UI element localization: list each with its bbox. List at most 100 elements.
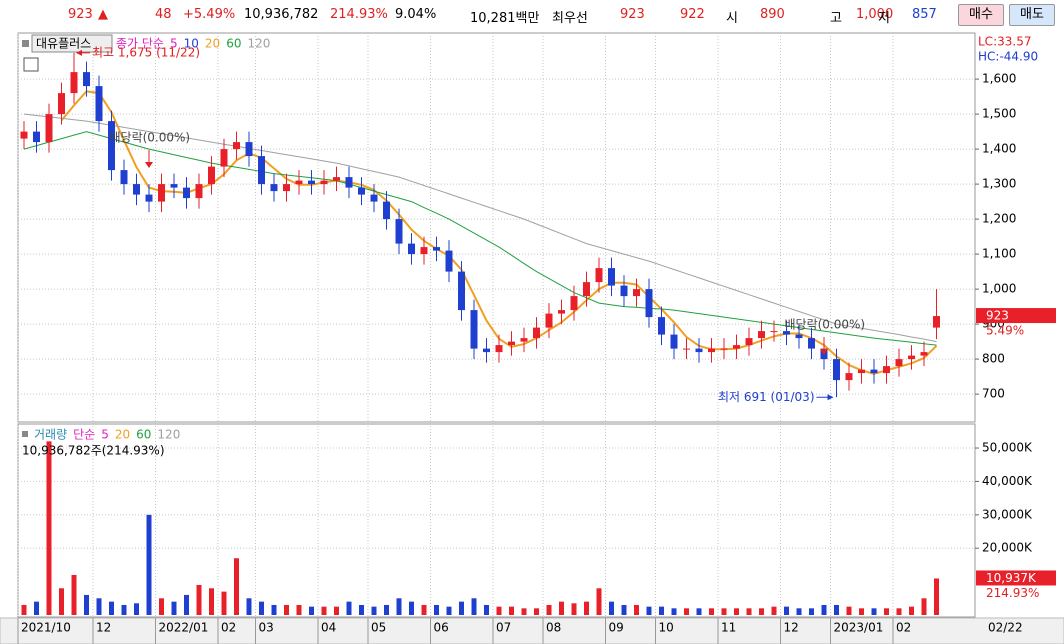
legend-item: 10	[184, 37, 199, 51]
x-tick-label: 06	[434, 621, 449, 635]
y-tick-label: 1,500	[982, 107, 1016, 121]
volume-bar	[146, 514, 152, 615]
volume-bar	[796, 608, 802, 615]
low: 857	[912, 7, 937, 22]
volume-bar	[321, 606, 327, 615]
calendar-icon	[23, 57, 39, 72]
last-date: 02/22	[988, 621, 1023, 635]
candle-body	[445, 250, 453, 272]
candle-body	[908, 355, 915, 360]
y-tick-label: 30,000K	[982, 507, 1033, 521]
candle-body	[170, 184, 178, 188]
legend-item: 120	[157, 428, 180, 442]
volume-bar	[84, 594, 89, 615]
dividend-annotation: 배당락(0.00%)	[785, 318, 866, 332]
hc-label: HC:-44.90	[978, 50, 1038, 64]
volume-ratio: 214.93%	[330, 7, 388, 22]
candle-body	[33, 131, 40, 143]
volume-title: 거래량	[34, 428, 67, 442]
candle-body	[245, 142, 253, 157]
candle-body	[295, 180, 303, 185]
volume-bar	[259, 601, 264, 615]
x-tick-label: 02	[896, 621, 911, 635]
x-tick-label: 2022/01	[159, 621, 209, 635]
legend-item: 120	[247, 37, 270, 51]
ma-line	[23, 131, 937, 346]
candle-body	[320, 180, 328, 185]
price-tag	[976, 308, 1056, 324]
volume-bar	[759, 608, 764, 615]
buy-button[interactable]: 매수	[958, 4, 1004, 26]
volume-bar	[684, 608, 689, 615]
volume-bar	[534, 608, 539, 615]
candle-body	[20, 131, 28, 139]
volume-bar	[346, 601, 352, 615]
quote-bar: 923 ▲ 48 +5.49% 10,936,782 214.93% 9.04%…	[0, 0, 1064, 31]
y-tick-label: 800	[982, 352, 1005, 366]
candle-body	[720, 348, 728, 350]
candle-body	[620, 285, 628, 297]
volume-bar	[209, 588, 214, 615]
candle-body	[120, 170, 128, 185]
ma-line	[23, 113, 937, 343]
volume-bar	[659, 606, 664, 615]
candle-body	[483, 348, 490, 353]
lc-label: LC:33.57	[978, 35, 1031, 49]
volume-bar	[359, 604, 364, 615]
volume-bar	[509, 606, 514, 615]
candle-body	[783, 331, 790, 335]
volume-bar	[746, 608, 752, 615]
y-tick-label: 1,400	[982, 142, 1016, 156]
volume-bar	[809, 608, 814, 615]
candle-body	[183, 187, 190, 199]
x-tick-label: 03	[259, 621, 274, 635]
dividend-arrowhead	[145, 162, 153, 168]
y-tick-label: 1,100	[982, 247, 1016, 261]
volume-panel	[17, 423, 976, 618]
x-tick-label: 08	[546, 621, 561, 635]
candle-body	[745, 338, 753, 346]
x-tick-label: 10	[659, 621, 674, 635]
sell-button[interactable]: 매도	[1009, 4, 1055, 26]
volume-bar	[96, 598, 102, 615]
volume-bar	[471, 598, 477, 615]
volume-bar	[196, 584, 202, 615]
legend-item: 5	[101, 428, 109, 442]
high-arrowhead	[76, 49, 82, 56]
dividend-annotation: 배당락(0.00%)	[110, 131, 191, 145]
y-tick-label: 1,600	[982, 72, 1016, 86]
candle-body	[883, 366, 890, 374]
ma-label: 종가 단순	[116, 37, 164, 51]
candle-body	[420, 247, 428, 255]
y-tick-label: 700	[982, 387, 1005, 401]
volume-bar	[134, 603, 139, 615]
low-label: 저	[878, 11, 890, 26]
volume-summary: 10,936,782주(214.93%)	[22, 444, 165, 458]
ma-label: 단순	[73, 428, 95, 442]
candle-body	[458, 271, 465, 311]
volume-bar	[271, 604, 277, 615]
high: 1,000	[856, 7, 894, 22]
volume-bar	[334, 606, 339, 615]
candle-body	[833, 359, 840, 381]
volume-bar	[34, 601, 39, 615]
candle-body	[283, 184, 290, 192]
ask: 923	[620, 7, 645, 22]
x-tick-label: 11	[721, 621, 736, 635]
volume-bar	[121, 604, 127, 615]
price-panel	[17, 32, 976, 423]
legend-item: 60	[136, 428, 151, 442]
y-tick-label: 1,200	[982, 212, 1016, 226]
volume-bar	[634, 604, 639, 615]
candle-body	[870, 369, 878, 374]
candle-body	[95, 86, 103, 122]
chart: 7008009001,0001,1001,2001,3001,4001,5001…	[0, 30, 1064, 644]
candle-body	[358, 187, 365, 195]
bid: 922	[680, 7, 705, 22]
open-label: 시	[726, 11, 738, 26]
name-box	[31, 34, 113, 53]
volume-bar	[646, 606, 652, 615]
candle-body	[233, 142, 240, 150]
low-arrowhead	[827, 394, 834, 401]
y-tick-label: 1,000	[982, 282, 1016, 296]
